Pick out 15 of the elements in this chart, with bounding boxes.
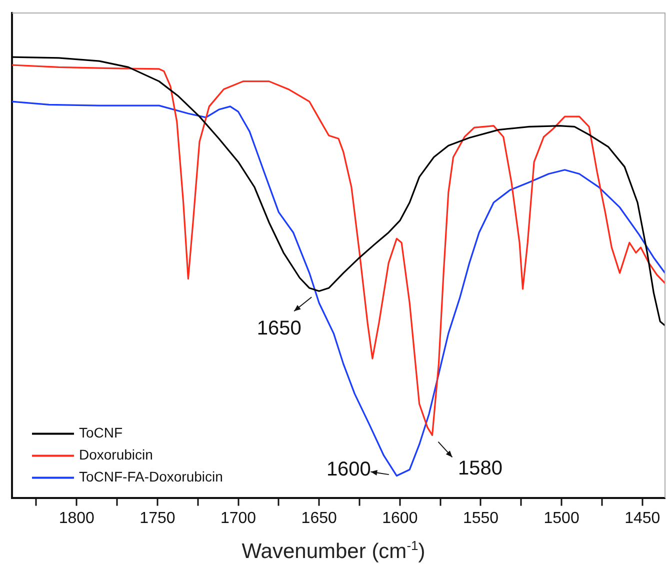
annotation: 1650 (256, 318, 302, 340)
x-tick-label: 1750 (140, 510, 176, 527)
x-axis-title: Wavenumber (cm$^{-1}$) (240, 538, 426, 564)
x-tick-label: 1800 (58, 510, 95, 527)
x-tick-label: 1650 (301, 510, 337, 527)
legend-label: ToCNF (79, 424, 123, 441)
x-tick-label: 1450 (624, 510, 660, 527)
legend-label: ToCNF-FA-Doxorubicin (79, 468, 223, 485)
legend-label: Doxorubicin (79, 446, 153, 463)
x-tick-label: 1500 (544, 510, 580, 527)
x-tick-label: 1700 (220, 510, 256, 527)
x-tick-label: 1600 (382, 510, 418, 527)
annotation: 1580 (458, 458, 502, 480)
x-tick-label: 1550 (462, 510, 499, 527)
annotation: 1600 (326, 458, 371, 480)
